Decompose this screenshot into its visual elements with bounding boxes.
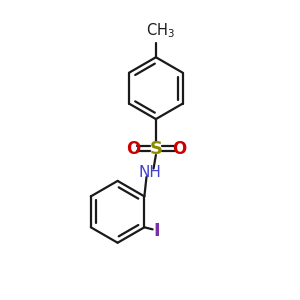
Text: I: I [153, 222, 160, 240]
Text: O: O [172, 140, 186, 158]
Text: O: O [126, 140, 140, 158]
Text: S: S [149, 140, 162, 158]
Text: NH: NH [139, 166, 161, 181]
Text: CH$_3$: CH$_3$ [146, 21, 175, 40]
